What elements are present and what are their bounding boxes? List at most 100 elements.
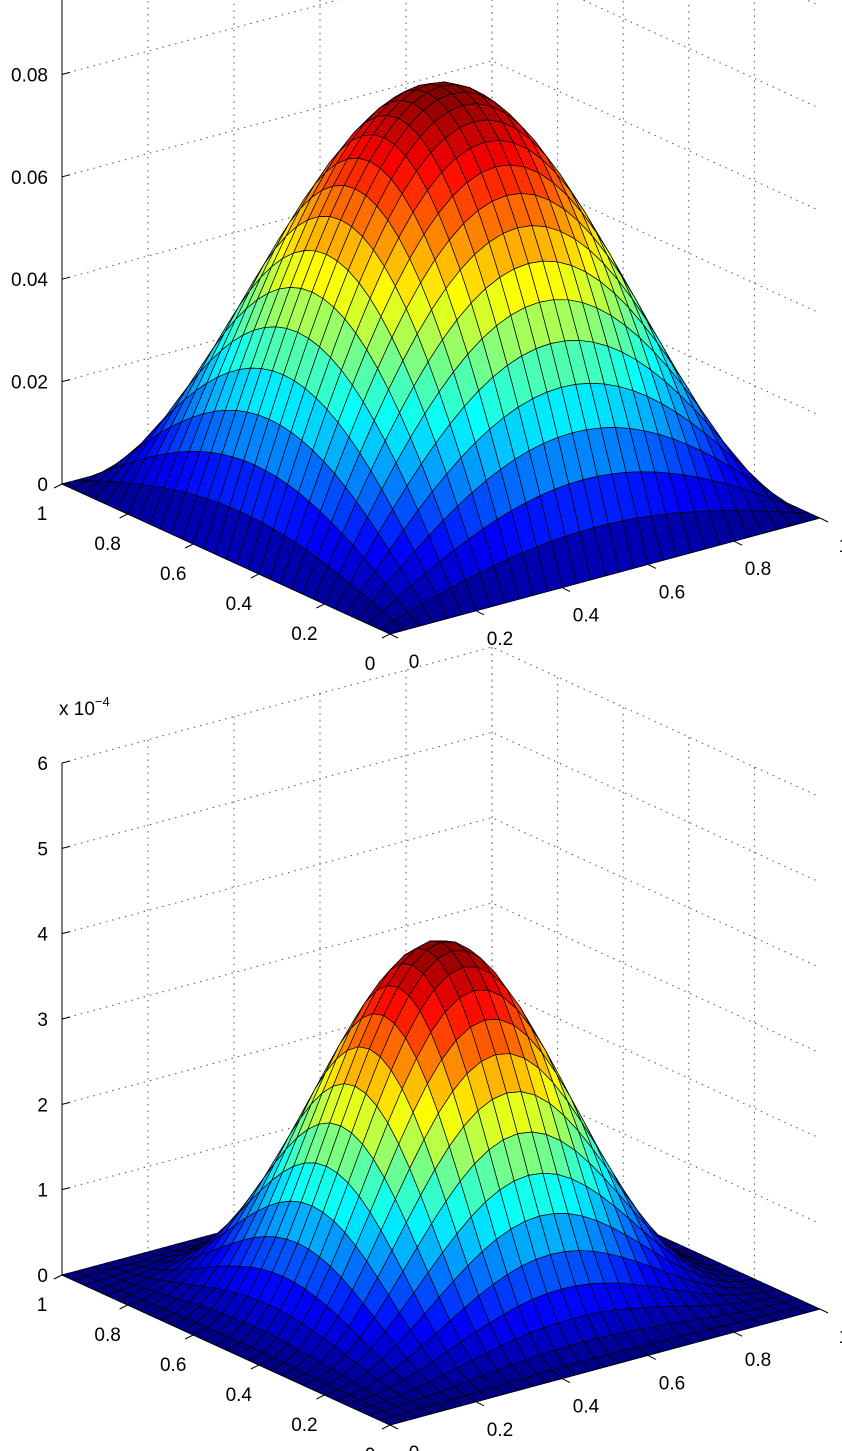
grid-line-y <box>127 0 559 515</box>
y-tick-label: 0.8 <box>94 534 120 555</box>
grid-line-x <box>147 0 477 612</box>
grid-lines <box>61 0 821 612</box>
z-tick-mark <box>61 1016 71 1020</box>
x-tick-label: 1 <box>839 1327 842 1348</box>
x-tick-mark <box>475 1401 485 1407</box>
y-tick-mark <box>53 483 63 489</box>
y-tick-mark <box>53 1274 63 1280</box>
grid-line-y <box>258 737 690 1366</box>
y-tick-label: 1 <box>37 504 48 525</box>
grid-line-y <box>61 0 493 485</box>
z-tick-mark <box>61 845 71 849</box>
y-tick-mark <box>119 1304 128 1310</box>
x-tick-label: 0.6 <box>659 1373 685 1394</box>
y-tick-label: 1 <box>37 1295 48 1316</box>
grid-line-x <box>319 693 649 1356</box>
x-tick-mark <box>819 517 829 523</box>
x-tick-mark <box>389 633 399 639</box>
x-tick-label: 0 <box>409 652 420 673</box>
y-tick-label: 0.4 <box>226 1385 253 1406</box>
y-tick-mark <box>381 1424 391 1430</box>
grid-line-y <box>61 647 493 1276</box>
z-tick-label: 0.02 <box>11 373 48 394</box>
y-tick-label: 0.4 <box>226 594 253 615</box>
z-tick-mark <box>61 71 71 75</box>
x-tick-label: 0.4 <box>573 1397 600 1418</box>
z-tick-label: 3 <box>37 1010 48 1031</box>
grid-line-z <box>61 731 821 883</box>
z-tick-label: 0.04 <box>11 270 48 291</box>
z-tick-label: 0 <box>37 475 48 496</box>
z-tick-label: 0.08 <box>11 65 48 86</box>
x-tick-mark <box>733 1331 743 1337</box>
tick-labels: 0 0.2 0.4 0.6 0.8 1 0 0.2 0.4 0.6 0.8 1 0 0.02 0.04 0.0… <box>11 65 842 675</box>
y-tick-label: 0.6 <box>160 564 186 585</box>
y-tick-mark <box>381 633 391 639</box>
z-tick-label: 4 <box>37 925 48 946</box>
x-tick-mark <box>819 1308 829 1314</box>
x-tick-mark <box>561 1378 571 1384</box>
y-tick-label: 0 <box>365 1445 376 1451</box>
x-tick-mark <box>389 1424 399 1430</box>
z-tick-mark <box>61 760 71 764</box>
surface-cell <box>378 620 405 635</box>
x-tick-label: 0.8 <box>745 559 771 580</box>
grid-line-x <box>233 0 563 589</box>
y-tick-mark <box>316 1394 325 1400</box>
x-tick-label: 1 <box>839 536 842 557</box>
x-tick-label: 0.6 <box>659 582 685 603</box>
y-tick-mark <box>250 1364 260 1370</box>
x-tick-label: 0.4 <box>573 606 600 627</box>
z-exponent-label: x 10−4 <box>59 694 110 720</box>
y-tick-label: 0.2 <box>291 1415 317 1436</box>
grid-lines <box>61 646 821 1403</box>
grid-line-z <box>805 0 821 7</box>
grid-line-x <box>147 739 477 1403</box>
x-tick-label: 0.8 <box>745 1350 771 1371</box>
grid-line-y <box>127 677 559 1306</box>
z-tick-label: 0 <box>37 1266 48 1287</box>
grid-line-x <box>319 0 649 565</box>
z-tick-mark <box>61 1187 71 1191</box>
y-tick-label: 0.2 <box>291 624 317 645</box>
z-exponent-power: −4 <box>95 694 110 709</box>
grid-line-y <box>258 0 690 575</box>
surface-cell <box>378 1415 405 1426</box>
y-tick-mark <box>184 543 194 549</box>
x-tick-mark <box>647 563 657 569</box>
z-tick-label: 0.06 <box>11 168 48 189</box>
z-tick-mark <box>61 1101 71 1105</box>
grid-line-x <box>233 716 563 1380</box>
z-tick-label: 5 <box>37 839 48 860</box>
y-tick-mark <box>184 1334 194 1340</box>
x-tick-label: 0.2 <box>487 1420 513 1441</box>
x-tick-label: 0 <box>409 1443 420 1451</box>
y-tick-mark <box>316 603 325 609</box>
y-tick-label: 0.6 <box>160 1355 186 1376</box>
z-tick-label: 1 <box>37 1181 48 1202</box>
x-tick-mark <box>561 587 571 593</box>
surface-plot-bottom: 0 0.2 0.4 0.6 0.8 1 0 0.2 0.4 0.6 0.8 1 0 1 2 3 4 5 6 x 10−… <box>37 646 842 1451</box>
x-tick-mark <box>647 1354 657 1360</box>
surface <box>61 940 821 1426</box>
grid-line-y <box>193 0 624 545</box>
grid-line-x <box>405 670 735 1333</box>
y-tick-label: 0.8 <box>94 1325 120 1346</box>
z-tick-label: 2 <box>37 1095 48 1116</box>
x-tick-label: 0.2 <box>487 629 513 650</box>
grid-line-x <box>405 0 735 542</box>
y-tick-mark <box>250 573 260 579</box>
tick-labels: 0 0.2 0.4 0.6 0.8 1 0 0.2 0.4 0.6 0.8 1 0 1 2 3 4 5 6 x 10−… <box>37 694 842 1451</box>
z-tick-mark <box>61 379 71 383</box>
grid-line-y <box>193 707 624 1336</box>
z-tick-mark <box>61 174 71 178</box>
y-tick-label: 0 <box>365 654 376 675</box>
grid-line-z <box>61 646 821 798</box>
x-tick-mark <box>733 540 743 546</box>
x-tick-mark <box>475 610 485 616</box>
grid-line-y <box>324 767 755 1396</box>
z-tick-mark <box>61 276 71 280</box>
y-tick-mark <box>119 513 128 519</box>
z-tick-label: 6 <box>37 754 48 775</box>
